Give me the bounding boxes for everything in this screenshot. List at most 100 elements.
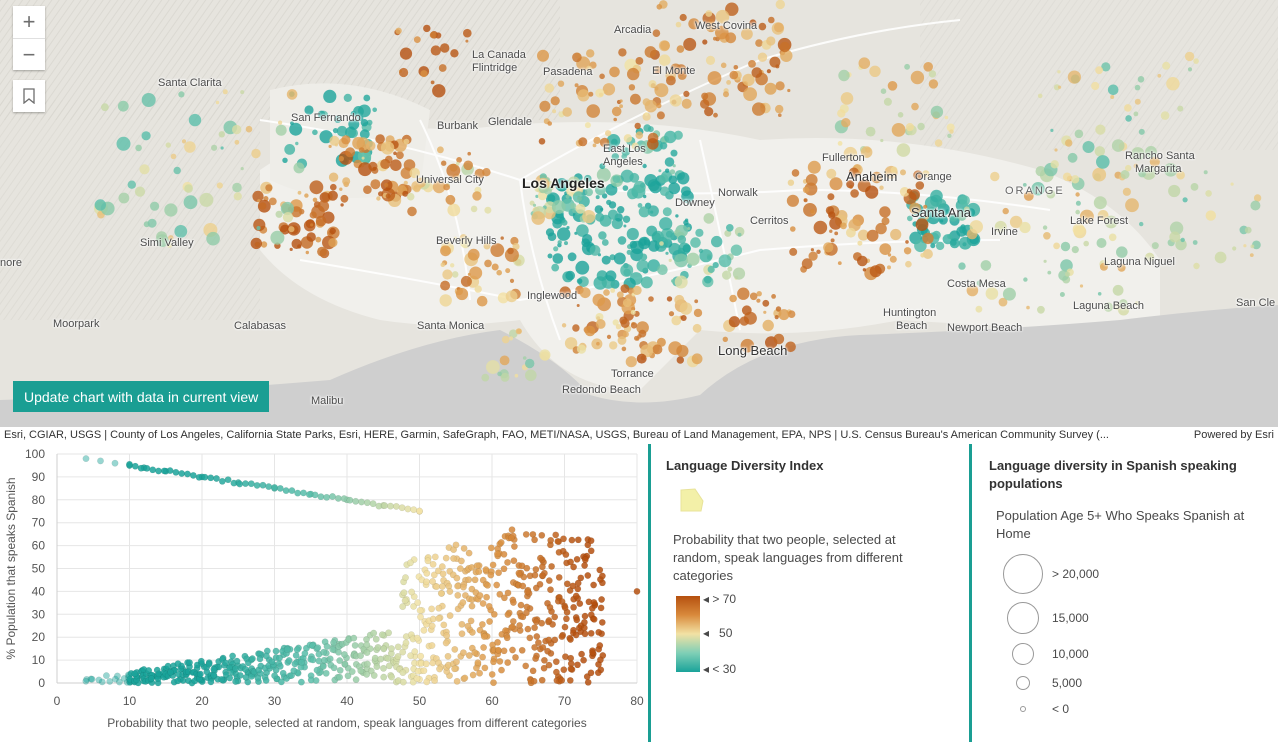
tract-symbol[interactable] — [985, 287, 999, 300]
tract-symbol[interactable] — [630, 322, 638, 329]
scatter-point[interactable] — [330, 664, 338, 672]
tract-symbol[interactable] — [668, 311, 675, 317]
tract-symbol[interactable] — [887, 81, 898, 91]
tract-symbol[interactable] — [1037, 305, 1045, 314]
tract-symbol[interactable] — [440, 280, 451, 291]
scatter-point[interactable] — [510, 557, 518, 565]
tract-symbol[interactable] — [116, 136, 131, 151]
tract-symbol[interactable] — [586, 65, 592, 72]
tract-symbol[interactable] — [910, 70, 925, 85]
scatter-point[interactable] — [465, 576, 473, 584]
tract-symbol[interactable] — [922, 232, 934, 245]
tract-symbol[interactable] — [756, 298, 761, 303]
tract-symbol[interactable] — [620, 169, 634, 183]
tract-symbol[interactable] — [958, 236, 972, 250]
tract-symbol[interactable] — [637, 203, 643, 208]
tract-symbol[interactable] — [1079, 284, 1084, 288]
tract-symbol[interactable] — [906, 188, 913, 194]
tract-symbol[interactable] — [360, 119, 369, 127]
scatter-point[interactable] — [106, 677, 114, 685]
tract-symbol[interactable] — [712, 262, 719, 269]
tract-symbol[interactable] — [803, 198, 808, 203]
scatter-point[interactable] — [511, 543, 518, 550]
scatter-point[interactable] — [567, 665, 575, 673]
scatter-point[interactable] — [518, 646, 526, 654]
scatter-point[interactable] — [351, 641, 359, 649]
tract-symbol[interactable] — [135, 144, 142, 152]
scatter-point[interactable] — [87, 675, 95, 683]
scatter-point[interactable] — [444, 652, 452, 660]
tract-symbol[interactable] — [178, 91, 185, 98]
tract-symbol[interactable] — [643, 124, 651, 132]
tract-symbol[interactable] — [766, 69, 772, 74]
scatter-point[interactable] — [82, 677, 90, 685]
tract-symbol[interactable] — [890, 228, 902, 241]
tract-symbol[interactable] — [1232, 246, 1237, 251]
tract-symbol[interactable] — [599, 163, 606, 170]
tract-symbol[interactable] — [1138, 169, 1146, 178]
scatter-point[interactable] — [538, 531, 546, 539]
scatter-point[interactable] — [394, 643, 402, 651]
tract-symbol[interactable] — [829, 229, 833, 233]
tract-symbol[interactable] — [816, 249, 821, 254]
tract-symbol[interactable] — [575, 203, 586, 214]
tract-symbol[interactable] — [802, 186, 810, 193]
scatter-point[interactable] — [523, 609, 530, 617]
tract-symbol[interactable] — [423, 24, 431, 33]
tract-symbol[interactable] — [869, 265, 882, 278]
tract-symbol[interactable] — [775, 104, 784, 114]
tract-symbol[interactable] — [606, 134, 621, 148]
tract-symbol[interactable] — [617, 336, 627, 345]
tract-symbol[interactable] — [751, 67, 763, 78]
scatter-point[interactable] — [358, 498, 365, 506]
scatter-point[interactable] — [581, 556, 589, 564]
scatter-point[interactable] — [524, 588, 531, 596]
tract-symbol[interactable] — [1252, 240, 1261, 250]
scatter-point[interactable] — [566, 676, 574, 684]
tract-symbol[interactable] — [905, 260, 912, 268]
scatter-point[interactable] — [371, 654, 379, 662]
scatter-point[interactable] — [369, 500, 377, 508]
scatter-point[interactable] — [500, 647, 508, 655]
tract-symbol[interactable] — [1145, 146, 1157, 158]
tract-symbol[interactable] — [352, 136, 365, 150]
scatter-point[interactable] — [111, 459, 119, 467]
tract-symbol[interactable] — [1166, 77, 1180, 91]
scatter-point[interactable] — [401, 597, 409, 605]
tract-symbol[interactable] — [720, 62, 727, 69]
tract-symbol[interactable] — [1134, 301, 1139, 306]
tract-symbol[interactable] — [551, 263, 560, 272]
scatter-point[interactable] — [464, 622, 472, 630]
tract-symbol[interactable] — [562, 107, 572, 117]
scatter-point[interactable] — [589, 648, 596, 656]
tract-symbol[interactable] — [1093, 196, 1107, 210]
tract-symbol[interactable] — [595, 184, 606, 196]
scatter-point[interactable] — [568, 536, 576, 544]
scatter-point[interactable] — [279, 669, 287, 677]
tract-symbol[interactable] — [897, 112, 904, 118]
tract-symbol[interactable] — [456, 161, 460, 166]
tract-symbol[interactable] — [681, 190, 694, 203]
tract-symbol[interactable] — [887, 265, 891, 270]
scatter-point[interactable] — [336, 666, 344, 674]
bookmark-button[interactable] — [13, 80, 45, 112]
tract-symbol[interactable] — [265, 184, 273, 192]
tract-symbol[interactable] — [687, 227, 691, 230]
scatter-point[interactable] — [453, 574, 461, 582]
scatter-point[interactable] — [439, 570, 447, 578]
scatter-point[interactable] — [475, 568, 483, 576]
tract-symbol[interactable] — [1071, 246, 1079, 254]
tract-symbol[interactable] — [565, 194, 570, 199]
tract-symbol[interactable] — [463, 28, 472, 38]
tract-symbol[interactable] — [778, 309, 790, 321]
tract-symbol[interactable] — [722, 336, 728, 342]
scatter-point[interactable] — [224, 476, 232, 484]
scatter-point[interactable] — [496, 590, 504, 598]
tract-symbol[interactable] — [654, 66, 660, 72]
tract-symbol[interactable] — [559, 286, 571, 298]
tract-symbol[interactable] — [525, 358, 535, 369]
scatter-point[interactable] — [546, 603, 554, 611]
tract-symbol[interactable] — [1168, 184, 1181, 198]
tract-symbol[interactable] — [715, 9, 730, 24]
tract-symbol[interactable] — [268, 197, 277, 206]
